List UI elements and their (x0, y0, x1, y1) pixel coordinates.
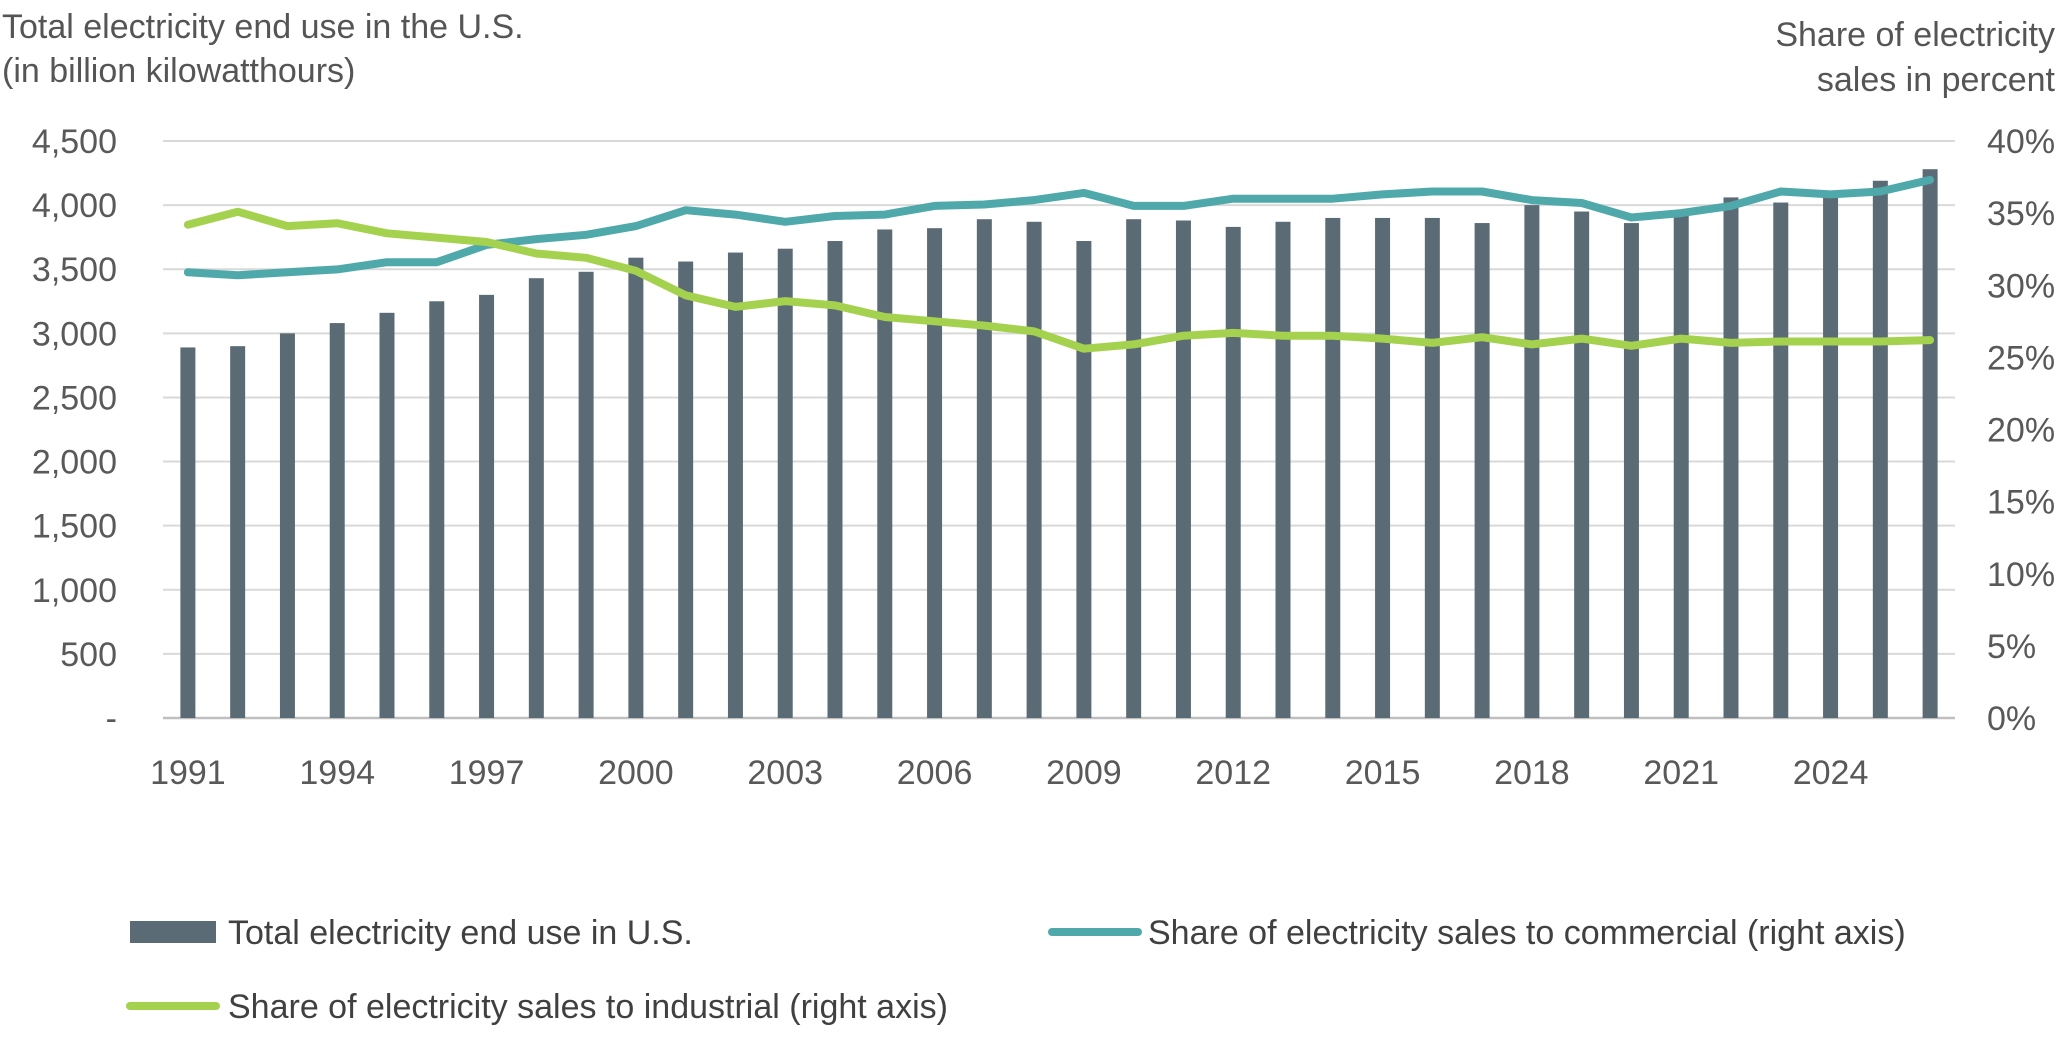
right-axis-title-line-2: sales in percent (1817, 61, 2056, 99)
industrial-share-line (183, 207, 1935, 353)
bar (727, 252, 743, 718)
left-axis-ticks: - 500 1,000 1,500 2,000 2,500 3,000 3,500 4,000 4… (32, 123, 117, 738)
bar (1723, 197, 1739, 718)
bar (528, 278, 544, 718)
bar (1922, 169, 1938, 719)
left-axis-title-line-2: (in billion kilowatthours) (2, 52, 355, 90)
right-tick-label: 20% (1987, 412, 2055, 450)
legend-item-industrial: Share of electricity sales to industrial… (126, 988, 948, 1026)
x-tick-label: 2006 (897, 754, 973, 792)
legend-label-industrial: Share of electricity sales to industrial… (228, 988, 948, 1026)
bar (777, 248, 793, 718)
bar (429, 301, 445, 718)
x-tick-label: 2021 (1643, 754, 1719, 792)
right-tick-label: 0% (1987, 700, 2036, 738)
legend-label-total: Total electricity end use in U.S. (228, 914, 693, 952)
bar (1623, 223, 1639, 718)
bar (1872, 180, 1888, 718)
bar (1175, 220, 1191, 718)
bar (1076, 241, 1092, 718)
left-tick-label: 500 (60, 636, 117, 674)
commercial-share-line (183, 175, 1935, 280)
right-tick-label: 10% (1987, 556, 2055, 594)
bar (578, 271, 594, 718)
x-tick-label: 2018 (1494, 754, 1570, 792)
bar (180, 347, 196, 718)
x-axis-ticks: 1991 1994 1997 2000 2003 2006 2009 2012 2015 2018… (150, 754, 1868, 792)
bar (1574, 211, 1590, 718)
bar (1673, 214, 1689, 718)
legend: Total electricity end use in U.S. Share … (126, 914, 1906, 1026)
left-tick-label: 1,500 (32, 508, 117, 546)
bar (927, 228, 943, 719)
right-tick-label: 15% (1987, 484, 2055, 522)
bar (877, 229, 893, 718)
x-tick-label: 1994 (299, 754, 375, 792)
left-tick-label: 3,000 (32, 315, 117, 353)
bar (1325, 217, 1341, 718)
left-tick-label: 4,000 (32, 187, 117, 225)
left-tick-label: 2,500 (32, 379, 117, 417)
bar (1275, 221, 1291, 718)
legend-item-total: Total electricity end use in U.S. (130, 914, 693, 952)
left-axis-title: Total electricity end use in the U.S. (i… (2, 8, 524, 90)
line-series (183, 175, 1935, 353)
bar (678, 261, 694, 718)
bar (1126, 219, 1142, 718)
right-tick-label: 40% (1987, 123, 2055, 161)
bar (1026, 221, 1042, 718)
bar (827, 241, 843, 718)
right-axis-title-line-1: Share of electricity (1775, 16, 2055, 54)
legend-swatch-bar (130, 921, 216, 943)
x-tick-label: 2003 (747, 754, 823, 792)
bar (279, 333, 295, 718)
bar (1424, 217, 1440, 718)
bar-series (180, 169, 1938, 719)
bar (329, 323, 345, 718)
x-tick-label: 2015 (1345, 754, 1421, 792)
x-tick-label: 1997 (449, 754, 525, 792)
right-axis-title: Share of electricity sales in percent (1775, 16, 2055, 99)
right-tick-label: 5% (1987, 628, 2036, 666)
bar (1225, 226, 1241, 719)
bar (230, 346, 246, 718)
legend-item-commercial: Share of electricity sales to commercial… (1048, 914, 1906, 952)
left-tick-label: - (106, 700, 117, 738)
right-tick-label: 35% (1987, 195, 2055, 233)
right-tick-label: 30% (1987, 267, 2055, 305)
left-tick-label: 3,500 (32, 251, 117, 289)
right-axis-ticks: 0% 5% 10% 15% 20% 25% 30% 35% 40% (1987, 123, 2055, 738)
bar (976, 219, 992, 718)
bar (379, 312, 395, 718)
left-tick-label: 4,500 (32, 123, 117, 161)
x-tick-label: 2000 (598, 754, 674, 792)
bar (628, 257, 644, 718)
right-tick-label: 25% (1987, 339, 2055, 377)
bar (1474, 223, 1490, 718)
bar (1375, 217, 1391, 718)
x-tick-label: 2012 (1195, 754, 1271, 792)
x-tick-label: 2009 (1046, 754, 1122, 792)
bar (1524, 205, 1540, 719)
bar (1823, 194, 1839, 718)
x-tick-label: 1991 (150, 754, 226, 792)
gridlines (163, 140, 1955, 720)
left-tick-label: 1,000 (32, 572, 117, 610)
legend-label-commercial: Share of electricity sales to commercial… (1148, 914, 1906, 952)
x-tick-label: 2024 (1793, 754, 1869, 792)
bar (479, 294, 495, 718)
left-axis-title-line-1: Total electricity end use in the U.S. (2, 8, 524, 46)
bar (1773, 202, 1789, 719)
left-tick-label: 2,000 (32, 444, 117, 482)
